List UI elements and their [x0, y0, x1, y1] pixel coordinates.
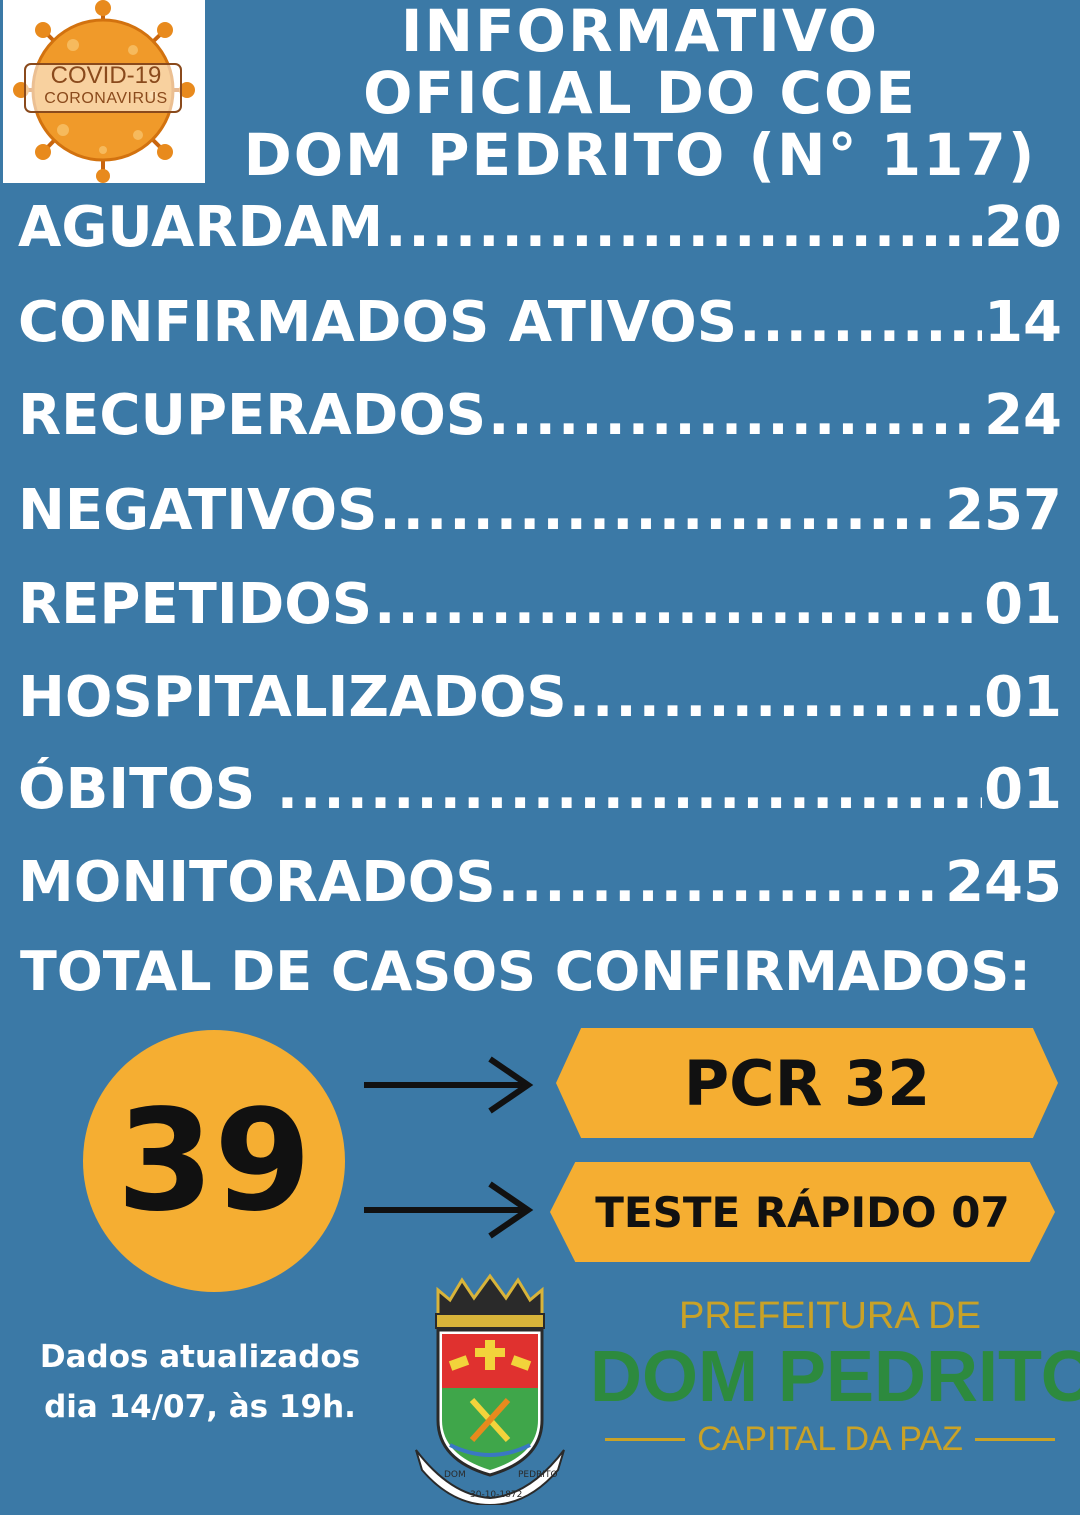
stat-label: ÓBITOS	[18, 757, 275, 822]
dot-leader	[277, 757, 982, 822]
stat-label: NEGATIVOS	[18, 478, 378, 543]
logo-subtitle: CORONAVIRUS	[44, 90, 168, 107]
stat-value: 14	[984, 290, 1062, 355]
page-title: INFORMATIVO OFICIAL DO COE DOM PEDRITO (…	[210, 0, 1070, 186]
title-line-2: OFICIAL DO COE	[363, 59, 917, 127]
stat-value: 01	[984, 665, 1062, 730]
stat-row-confirmados-ativos: CONFIRMADOS ATIVOS 14	[18, 290, 1062, 370]
virus-icon	[13, 0, 195, 183]
pcr-text: PCR 32	[683, 1046, 931, 1120]
stat-value: 20	[984, 195, 1062, 260]
dot-leader	[739, 290, 982, 355]
arrow-right-icon	[364, 1056, 534, 1114]
stat-row-recuperados: RECUPERADOS 24	[18, 383, 1062, 463]
update-line-2: dia 14/07, às 19h.	[44, 1389, 356, 1425]
total-cases-value: 39	[116, 1079, 312, 1243]
divider	[605, 1438, 686, 1441]
divider	[974, 1438, 1055, 1441]
total-cases-label: TOTAL DE CASOS CONFIRMADOS:	[20, 940, 1031, 1003]
stat-label: AGUARDAM	[18, 195, 384, 260]
dot-leader	[488, 383, 982, 448]
title-line-1: INFORMATIVO	[400, 0, 880, 65]
stat-value: 245	[945, 850, 1062, 915]
coat-banner-right: PEDRITO	[518, 1470, 558, 1480]
coat-of-arms-icon: DOM 30-10-1872 PEDRITO	[415, 1273, 565, 1505]
stat-row-hospitalizados: HOSPITALIZADOS 01	[18, 665, 1062, 745]
arrow-right-icon	[364, 1181, 534, 1239]
stat-label: HOSPITALIZADOS	[18, 665, 567, 730]
stat-row-aguardam: AGUARDAM 20	[18, 195, 1062, 275]
pcr-badge: PCR 32	[556, 1028, 1058, 1138]
rapid-test-text: TESTE RÁPIDO 07	[595, 1187, 1010, 1237]
dot-leader	[379, 478, 943, 543]
stat-value: 257	[945, 478, 1062, 543]
stat-value: 01	[984, 757, 1062, 822]
dot-leader	[498, 850, 943, 915]
city-tagline: CAPITAL DA PAZ	[697, 1420, 963, 1458]
dot-leader	[569, 665, 982, 730]
coat-banner-center: 30-10-1872	[470, 1490, 522, 1500]
city-tagline-block: CAPITAL DA PAZ	[590, 1420, 1070, 1459]
stat-value: 01	[984, 572, 1062, 637]
covid-logo: COVID-19 CORONAVIRUS	[3, 0, 205, 183]
dot-leader	[385, 195, 982, 260]
city-name: DOM PEDRITO	[590, 1337, 1080, 1417]
prefeitura-label: PREFEITURA DE	[679, 1295, 981, 1337]
stat-label: MONITORADOS	[18, 850, 496, 915]
coat-banner-left: DOM	[444, 1470, 466, 1480]
update-line-1: Dados atualizados	[39, 1339, 361, 1375]
total-cases-circle: 39	[83, 1030, 345, 1292]
logo-title: COVID-19	[50, 62, 162, 89]
rapid-test-badge: TESTE RÁPIDO 07	[550, 1162, 1055, 1262]
dot-leader	[374, 572, 982, 637]
stat-row-monitorados: MONITORADOS 245	[18, 850, 1062, 930]
stat-value: 24	[984, 383, 1062, 448]
stat-label: REPETIDOS	[18, 572, 373, 637]
update-note: Dados atualizados dia 14/07, às 19h.	[10, 1332, 390, 1432]
stat-label: CONFIRMADOS ATIVOS	[18, 290, 738, 355]
stat-row-negativos: NEGATIVOS 257	[18, 478, 1062, 558]
title-line-3: DOM PEDRITO (N° 117)	[243, 121, 1037, 189]
stat-row-repetidos: REPETIDOS 01	[18, 572, 1062, 652]
stat-label: RECUPERADOS	[18, 383, 487, 448]
stat-row-obitos: ÓBITOS 01	[18, 757, 1062, 837]
